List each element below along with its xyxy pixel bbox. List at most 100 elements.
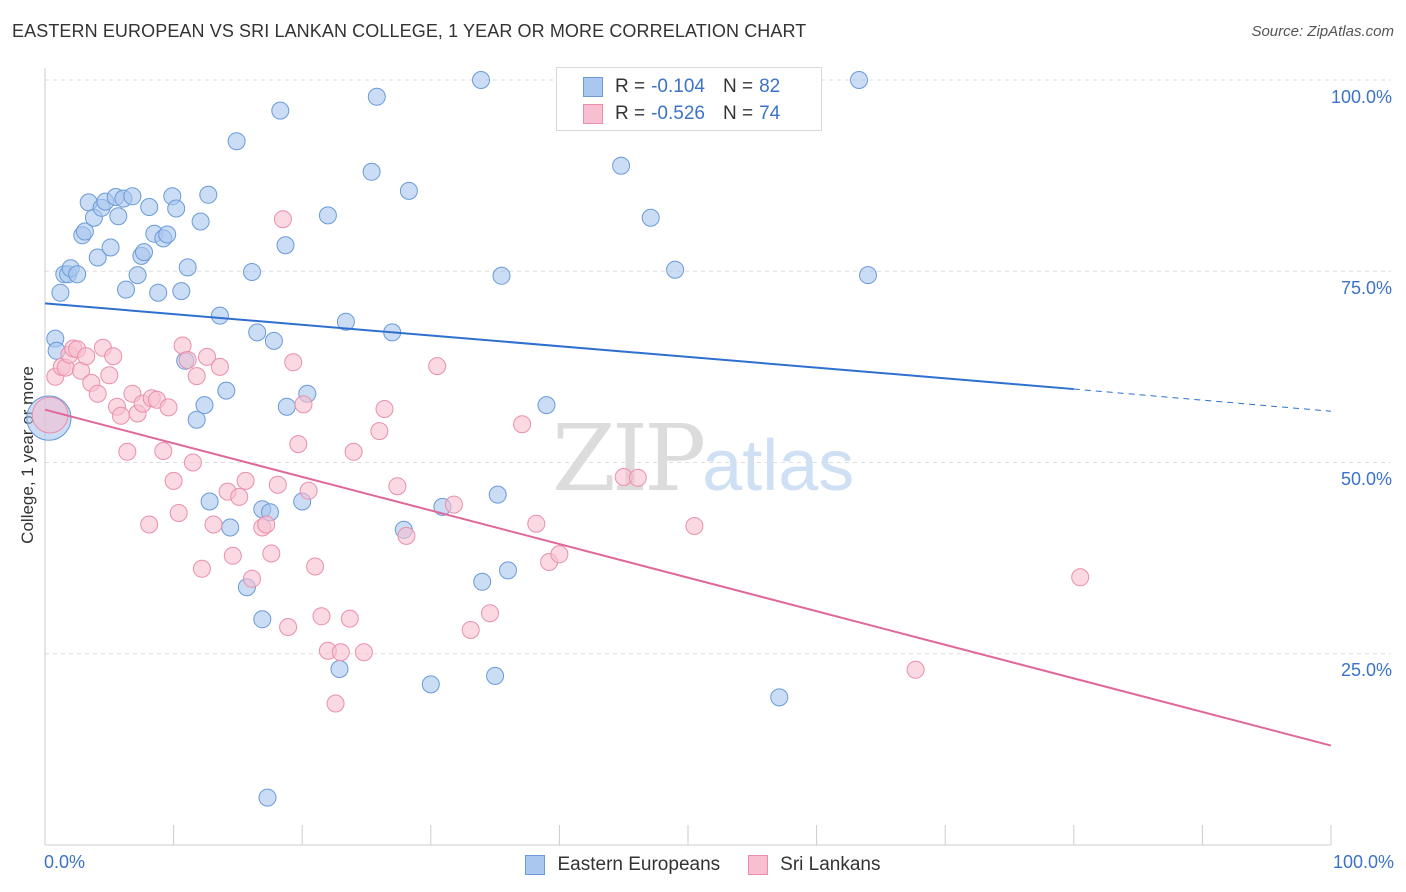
point-eastern-europeans-22 bbox=[135, 243, 153, 262]
chart-title: EASTERN EUROPEAN VS SRI LANKAN COLLEGE, … bbox=[12, 21, 807, 41]
point-sri-lankans-41 bbox=[262, 544, 281, 563]
point-eastern-europeans-47 bbox=[258, 788, 277, 807]
watermark: ZIPatlas bbox=[552, 405, 854, 512]
point-eastern-europeans-74 bbox=[666, 260, 685, 279]
point-eastern-europeans-73 bbox=[641, 208, 660, 227]
point-eastern-europeans-33 bbox=[187, 410, 206, 429]
point-eastern-europeans-35 bbox=[195, 396, 214, 415]
point-sri-lankans-70 bbox=[628, 468, 647, 487]
point-eastern-europeans-63 bbox=[421, 675, 440, 694]
point-eastern-europeans-76 bbox=[850, 71, 868, 89]
point-eastern-europeans-18 bbox=[117, 280, 135, 299]
point-eastern-europeans-30 bbox=[172, 282, 191, 301]
legend-item-sri-lankans[interactable]: Sri Lankans bbox=[748, 854, 881, 876]
point-sri-lankans-56 bbox=[354, 643, 373, 662]
point-eastern-europeans-75 bbox=[770, 688, 789, 707]
point-sri-lankans-25 bbox=[169, 504, 188, 522]
point-sri-lankans-42 bbox=[268, 475, 287, 494]
point-sri-lankans-53 bbox=[331, 643, 350, 662]
point-sri-lankans-45 bbox=[284, 353, 303, 372]
point-sri-lankans-58 bbox=[375, 400, 394, 418]
point-eastern-europeans-32 bbox=[178, 258, 197, 277]
point-sri-lankans-64 bbox=[481, 604, 499, 623]
point-eastern-europeans-25 bbox=[149, 283, 168, 302]
point-sri-lankans-43 bbox=[273, 210, 292, 229]
point-eastern-europeans-52 bbox=[277, 397, 296, 416]
point-eastern-europeans-6 bbox=[68, 265, 87, 284]
point-eastern-europeans-29 bbox=[167, 199, 186, 218]
point-eastern-europeans-16 bbox=[109, 207, 128, 226]
point-sri-lankans-71 bbox=[685, 517, 704, 535]
legend-swatch-pink bbox=[583, 104, 603, 124]
point-sri-lankans-44 bbox=[279, 618, 298, 636]
point-sri-lankans-59 bbox=[388, 477, 407, 496]
point-sri-lankans-72 bbox=[1071, 568, 1090, 587]
point-eastern-europeans-69 bbox=[492, 266, 511, 285]
point-eastern-europeans-27 bbox=[158, 225, 177, 244]
point-eastern-europeans-37 bbox=[200, 492, 219, 511]
point-sri-lankans-31 bbox=[198, 347, 216, 366]
point-eastern-europeans-55 bbox=[318, 206, 337, 225]
point-eastern-europeans-23 bbox=[140, 198, 159, 216]
point-eastern-europeans-71 bbox=[537, 396, 556, 415]
legend-swatch-blue bbox=[583, 77, 603, 97]
point-sri-lankans-37 bbox=[236, 471, 255, 490]
point-eastern-europeans-44 bbox=[248, 323, 267, 342]
point-sri-lankans-29 bbox=[187, 367, 206, 386]
point-eastern-europeans-38 bbox=[210, 306, 229, 325]
point-eastern-europeans-34 bbox=[191, 212, 210, 231]
watermark-atlas: atlas bbox=[702, 426, 855, 506]
point-sri-lankans-12 bbox=[104, 347, 123, 366]
point-sri-lankans-14 bbox=[111, 406, 130, 425]
point-eastern-europeans-19 bbox=[123, 187, 142, 206]
point-sri-lankans-61 bbox=[428, 357, 447, 376]
n-label: N = bbox=[722, 76, 754, 97]
point-sri-lankans-23 bbox=[159, 398, 178, 417]
watermark-zip: ZIP bbox=[552, 405, 706, 512]
r-label: R = bbox=[615, 76, 646, 97]
point-sri-lankans-36 bbox=[230, 487, 249, 506]
stats-row-sri-lankans: R = -0.526 N = 74 bbox=[583, 101, 780, 127]
point-eastern-europeans-45 bbox=[253, 610, 272, 629]
legend-label: Sri Lankans bbox=[780, 854, 881, 875]
point-eastern-europeans-43 bbox=[243, 263, 261, 281]
point-sri-lankans-15 bbox=[118, 442, 137, 461]
point-eastern-europeans-59 bbox=[367, 87, 386, 106]
point-sri-lankans-32 bbox=[204, 515, 223, 534]
point-sri-lankans-11 bbox=[100, 366, 119, 385]
n-value: 74 bbox=[759, 103, 781, 124]
point-sri-lankans-46 bbox=[289, 435, 308, 454]
point-sri-lankans-68 bbox=[550, 545, 569, 564]
r-value: -0.526 bbox=[651, 103, 705, 124]
point-eastern-europeans-2 bbox=[51, 283, 70, 302]
x-tick-label-max: 100.0% bbox=[1332, 852, 1394, 872]
point-sri-lankans-19 bbox=[140, 515, 159, 534]
point-sri-lankans-65 bbox=[513, 415, 532, 434]
n-label: N = bbox=[722, 103, 754, 124]
r-label: R = bbox=[615, 103, 646, 124]
legend-item-eastern-europeans[interactable]: Eastern Europeans bbox=[525, 854, 720, 876]
point-eastern-europeans-14 bbox=[101, 238, 120, 257]
stats-legend: R = -0.104 N = 82 R = -0.526 N = 74 bbox=[556, 67, 822, 131]
point-eastern-europeans-41 bbox=[227, 132, 246, 151]
y-tick-label-100: 100.0% bbox=[1330, 87, 1392, 107]
point-sri-lankans-22 bbox=[154, 442, 173, 460]
point-sri-lankans-47 bbox=[294, 395, 313, 414]
point-sri-lankans-7 bbox=[77, 347, 96, 366]
point-eastern-europeans-11 bbox=[88, 248, 107, 267]
point-sri-lankans-52 bbox=[326, 694, 345, 713]
point-sri-lankans-40 bbox=[257, 515, 276, 534]
point-eastern-europeans-57 bbox=[336, 312, 355, 331]
point-sri-lankans-73 bbox=[906, 660, 925, 679]
r-value: -0.104 bbox=[651, 76, 705, 97]
legend-swatch-blue bbox=[525, 855, 546, 875]
point-eastern-europeans-40 bbox=[221, 518, 240, 537]
trendline-extension-eastern-europeans bbox=[1073, 388, 1332, 412]
point-eastern-europeans-77 bbox=[859, 266, 877, 285]
point-sri-lankans-48 bbox=[299, 481, 318, 500]
point-eastern-europeans-39 bbox=[217, 381, 236, 400]
y-tick-label-25: 25.0% bbox=[1340, 660, 1392, 680]
n-value: 82 bbox=[759, 76, 781, 97]
point-sri-lankans-57 bbox=[370, 422, 389, 441]
trendline-sri-lankans bbox=[44, 408, 1332, 747]
